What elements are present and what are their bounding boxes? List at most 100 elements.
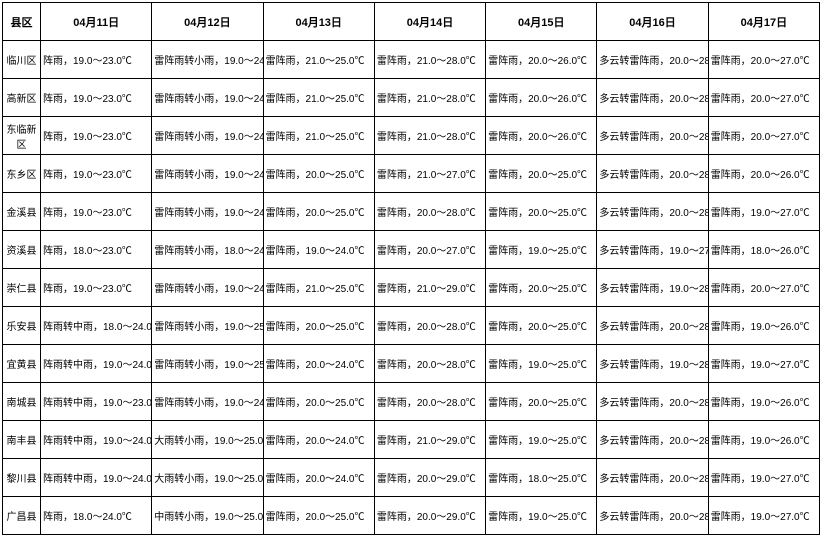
weather-cell: 多云转雷阵雨，19.0～27.0℃ [597,231,708,269]
weather-cell: 雷阵雨，21.0～28.0℃ [374,117,485,155]
weather-forecast-table: 县区 04月11日 04月12日 04月13日 04月14日 04月15日 04… [2,2,820,535]
weather-cell: 雷阵雨转小雨，19.0～24.0℃ [152,117,263,155]
weather-cell: 雷阵雨转小雨，19.0～24.0℃ [152,41,263,79]
weather-cell: 阵雨，19.0～23.0℃ [41,193,152,231]
region-cell: 乐安县 [3,307,41,345]
weather-cell: 多云转雷阵雨，20.0～28.0℃ [597,421,708,459]
weather-cell: 雷阵雨，19.0～25.0℃ [486,497,597,535]
weather-cell: 阵雨转中雨，19.0～24.0℃ [41,421,152,459]
weather-cell: 雷阵雨，20.0～27.0℃ [708,79,819,117]
header-col-date-4: 04月14日 [374,3,485,41]
region-cell: 广昌县 [3,497,41,535]
table-row: 南城县阵雨转中雨，19.0～23.0℃雷阵雨转小雨，19.0～24.0℃雷阵雨，… [3,383,820,421]
table-row: 崇仁县阵雨，19.0～23.0℃雷阵雨转小雨，19.0～24.0℃ 雷阵雨，21.… [3,269,820,307]
weather-cell: 雷阵雨转小雨，19.0～24.0℃ [152,193,263,231]
weather-cell: 中雨转小雨，19.0～25.0℃ [152,497,263,535]
region-cell: 崇仁县 [3,269,41,307]
weather-cell: 雷阵雨，20.0～25.0℃ [263,383,374,421]
weather-cell: 雷阵雨，19.0～24.0℃ [263,231,374,269]
region-cell: 临川区 [3,41,41,79]
table-row: 东临新区阵雨，19.0～23.0℃雷阵雨转小雨，19.0～24.0℃雷阵雨，21… [3,117,820,155]
header-col-region: 县区 [3,3,41,41]
table-row: 黎川县阵雨转中雨，19.0～24.0℃大雨转小雨，19.0～25.0℃雷阵雨，2… [3,459,820,497]
weather-cell: 雷阵雨转小雨，19.0～24.0℃ [152,79,263,117]
weather-cell: 雷阵雨转小雨，19.0～24.0℃ [152,269,263,307]
weather-cell: 雷阵雨，19.0～26.0℃ [708,383,819,421]
header-col-date-3: 04月13日 [263,3,374,41]
weather-cell: 雷阵雨，20.0～26.0℃ [486,41,597,79]
weather-cell: 雷阵雨，20.0～24.0℃ [263,421,374,459]
weather-cell: 雷阵雨，20.0～24.0℃ [263,459,374,497]
weather-cell: 阵雨，19.0～23.0℃ [41,79,152,117]
weather-cell: 雷阵雨，20.0～28.0℃ [374,345,485,383]
region-cell: 南丰县 [3,421,41,459]
weather-cell: 雷阵雨，19.0～27.0℃ [708,497,819,535]
weather-cell: 雷阵雨，21.0～29.0℃ [374,421,485,459]
header-col-date-6: 04月16日 [597,3,708,41]
weather-cell: 雷阵雨，20.0～27.0℃ [374,231,485,269]
weather-cell: 雷阵雨转小雨，19.0～24.0℃ [152,155,263,193]
header-col-date-5: 04月15日 [486,3,597,41]
weather-cell: 雷阵雨，20.0～24.0℃ [263,345,374,383]
weather-cell: 多云转雷阵雨，20.0～28.0℃ [597,41,708,79]
weather-cell: 雷阵雨，21.0～28.0℃ [374,41,485,79]
weather-cell: 雷阵雨，20.0～29.0℃ [374,459,485,497]
weather-cell: 多云转雷阵雨，20.0～28.0℃ [597,459,708,497]
table-row: 高新区阵雨，19.0～23.0℃雷阵雨转小雨，19.0～24.0℃雷阵雨，21.… [3,79,820,117]
weather-cell: 雷阵雨，20.0～25.0℃ [263,193,374,231]
weather-cell: 雷阵雨，20.0～25.0℃ [486,383,597,421]
weather-cell: 多云转雷阵雨，20.0～28.0℃ [597,155,708,193]
weather-cell: 雷阵雨，20.0～25.0℃ [486,155,597,193]
weather-cell: 阵雨转中雨，19.0～23.0℃ [41,383,152,421]
weather-cell: 雷阵雨，19.0～27.0℃ [708,345,819,383]
weather-cell: 雷阵雨，21.0～25.0℃ [263,117,374,155]
weather-cell: 阵雨转中雨，19.0～24.0℃ [41,459,152,497]
weather-cell: 多云转雷阵雨，20.0～28.0℃ [597,117,708,155]
table-row: 金溪县阵雨，19.0～23.0℃雷阵雨转小雨，19.0～24.0℃雷阵雨，20.… [3,193,820,231]
region-cell: 东乡区 [3,155,41,193]
weather-cell: 大雨转小雨，19.0～25.0℃ [152,459,263,497]
weather-cell: 雷阵雨，19.0～26.0℃ [708,421,819,459]
table-row: 广昌县阵雨，18.0～24.0℃中雨转小雨，19.0～25.0℃雷阵雨，20.0… [3,497,820,535]
weather-cell: 雷阵雨，18.0～25.0℃ [486,459,597,497]
weather-cell: 雷阵雨，19.0～25.0℃ [486,231,597,269]
weather-cell: 雷阵雨转小雨，18.0～24.0℃ [152,231,263,269]
weather-cell: 阵雨转中雨，18.0～24.0℃ [41,307,152,345]
weather-cell: 阵雨，18.0～24.0℃ [41,497,152,535]
weather-cell: 雷阵雨，20.0～26.0℃ [708,155,819,193]
weather-cell: 阵雨，19.0～23.0℃ [41,41,152,79]
weather-cell: 雷阵雨，18.0～26.0℃ [708,231,819,269]
weather-cell: 雷阵雨，20.0～28.0℃ [374,307,485,345]
weather-cell: 雷阵雨，20.0～26.0℃ [486,79,597,117]
table-row: 临川区阵雨，19.0～23.0℃雷阵雨转小雨，19.0～24.0℃ 雷阵雨，21.… [3,41,820,79]
weather-cell: 多云转雷阵雨，20.0～28.0℃ [597,497,708,535]
table-row: 南丰县阵雨转中雨，19.0～24.0℃大雨转小雨，19.0～25.0℃雷阵雨，2… [3,421,820,459]
region-cell: 宜黄县 [3,345,41,383]
weather-cell: 雷阵雨，20.0～25.0℃ [486,269,597,307]
weather-cell: 雷阵雨转小雨，19.0～24.0℃ [152,383,263,421]
table-row: 东乡区阵雨，19.0～23.0℃雷阵雨转小雨，19.0～24.0℃ 雷阵雨，20.… [3,155,820,193]
weather-cell: 雷阵雨，20.0～27.0℃ [708,269,819,307]
weather-cell: 雷阵雨，19.0～25.0℃ [486,345,597,383]
weather-cell: 雷阵雨，20.0～26.0℃ [486,117,597,155]
weather-cell: 多云转雷阵雨，20.0～28.0℃ [597,307,708,345]
header-col-date-1: 04月11日 [41,3,152,41]
weather-cell: 雷阵雨，20.0～27.0℃ [708,41,819,79]
weather-cell: 雷阵雨，20.0～25.0℃ [486,307,597,345]
table-row: 乐安县阵雨转中雨，18.0～24.0℃雷阵雨转小雨，19.0～25.0℃雷阵雨，… [3,307,820,345]
weather-cell: 多云转雷阵雨，19.0～28.0℃ [597,269,708,307]
weather-cell: 雷阵雨，20.0～29.0℃ [374,497,485,535]
weather-cell: 雷阵雨，21.0～29.0℃ [374,269,485,307]
weather-cell: 雷阵雨，19.0～25.0℃ [486,421,597,459]
weather-cell: 雷阵雨，21.0～25.0℃ [263,79,374,117]
weather-cell: 雷阵雨，21.0～28.0℃ [374,79,485,117]
weather-cell: 阵雨，19.0～23.0℃ [41,269,152,307]
weather-cell: 雷阵雨，20.0～25.0℃ [263,497,374,535]
region-cell: 高新区 [3,79,41,117]
weather-cell: 雷阵雨，21.0～27.0℃ [374,155,485,193]
weather-cell: 阵雨转中雨，19.0～24.0℃ [41,345,152,383]
weather-cell: 阵雨，19.0～23.0℃ [41,155,152,193]
region-cell: 东临新区 [3,117,41,155]
weather-cell: 雷阵雨，19.0～27.0℃ [708,193,819,231]
region-cell: 黎川县 [3,459,41,497]
